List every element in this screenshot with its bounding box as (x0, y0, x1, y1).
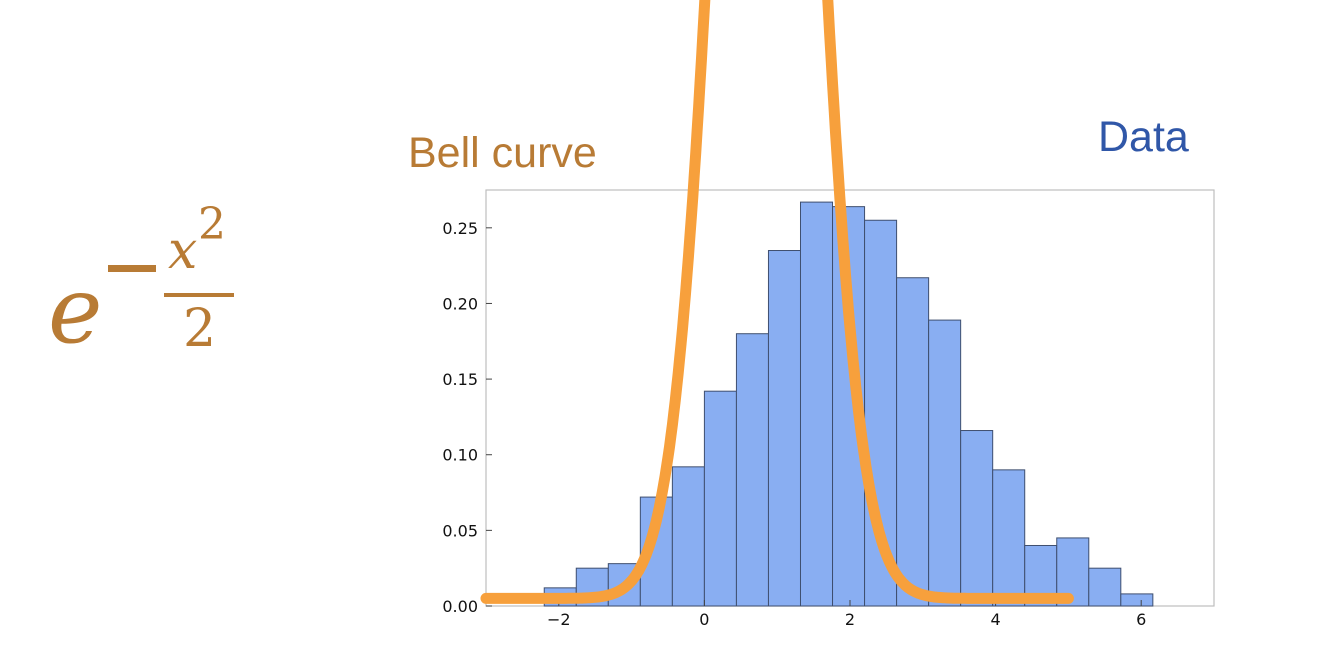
histogram-bar (928, 319, 962, 607)
x-tick-label: 4 (991, 610, 1001, 629)
formula-numerator-variable: x (168, 221, 198, 281)
histogram-bar (671, 466, 705, 607)
histogram-bar (799, 201, 834, 607)
formula-numerator: x 2 (168, 203, 226, 278)
x-tick-label: 2 (845, 610, 855, 629)
y-tick-label: 0.00 (442, 597, 478, 616)
formula-base: e (48, 257, 103, 364)
bell-curve-line (480, 0, 1074, 604)
formula-minus-sign (108, 265, 156, 272)
y-tick-label: 0.15 (442, 370, 478, 389)
x-tick-label: 6 (1136, 610, 1146, 629)
histogram-bar (767, 250, 801, 607)
formula-fraction-bar (164, 293, 234, 297)
bell-curve-formula: e x 2 2 (40, 203, 250, 375)
histogram-bar (1120, 593, 1154, 607)
histogram-bar (703, 390, 737, 607)
y-axis-ticks: 0.00 0.05 0.10 0.15 0.20 0.25 (442, 219, 492, 616)
histogram-bar (960, 430, 994, 607)
bell-curve-label: Bell curve (408, 129, 597, 177)
data-label: Data (1098, 113, 1189, 161)
y-tick-label: 0.05 (442, 521, 478, 540)
x-tick-label: −2 (547, 610, 571, 629)
histogram-bar (1088, 567, 1122, 607)
histogram-bar (992, 469, 1026, 607)
formula-numerator-power: 2 (198, 199, 226, 250)
y-tick-label: 0.10 (442, 446, 478, 465)
formula-denominator: 2 (183, 299, 217, 359)
histogram-bar (896, 277, 930, 607)
x-tick-label: 0 (699, 610, 709, 629)
y-tick-label: 0.20 (442, 294, 478, 313)
y-tick-label: 0.25 (442, 219, 478, 238)
histogram-bar (735, 333, 769, 607)
